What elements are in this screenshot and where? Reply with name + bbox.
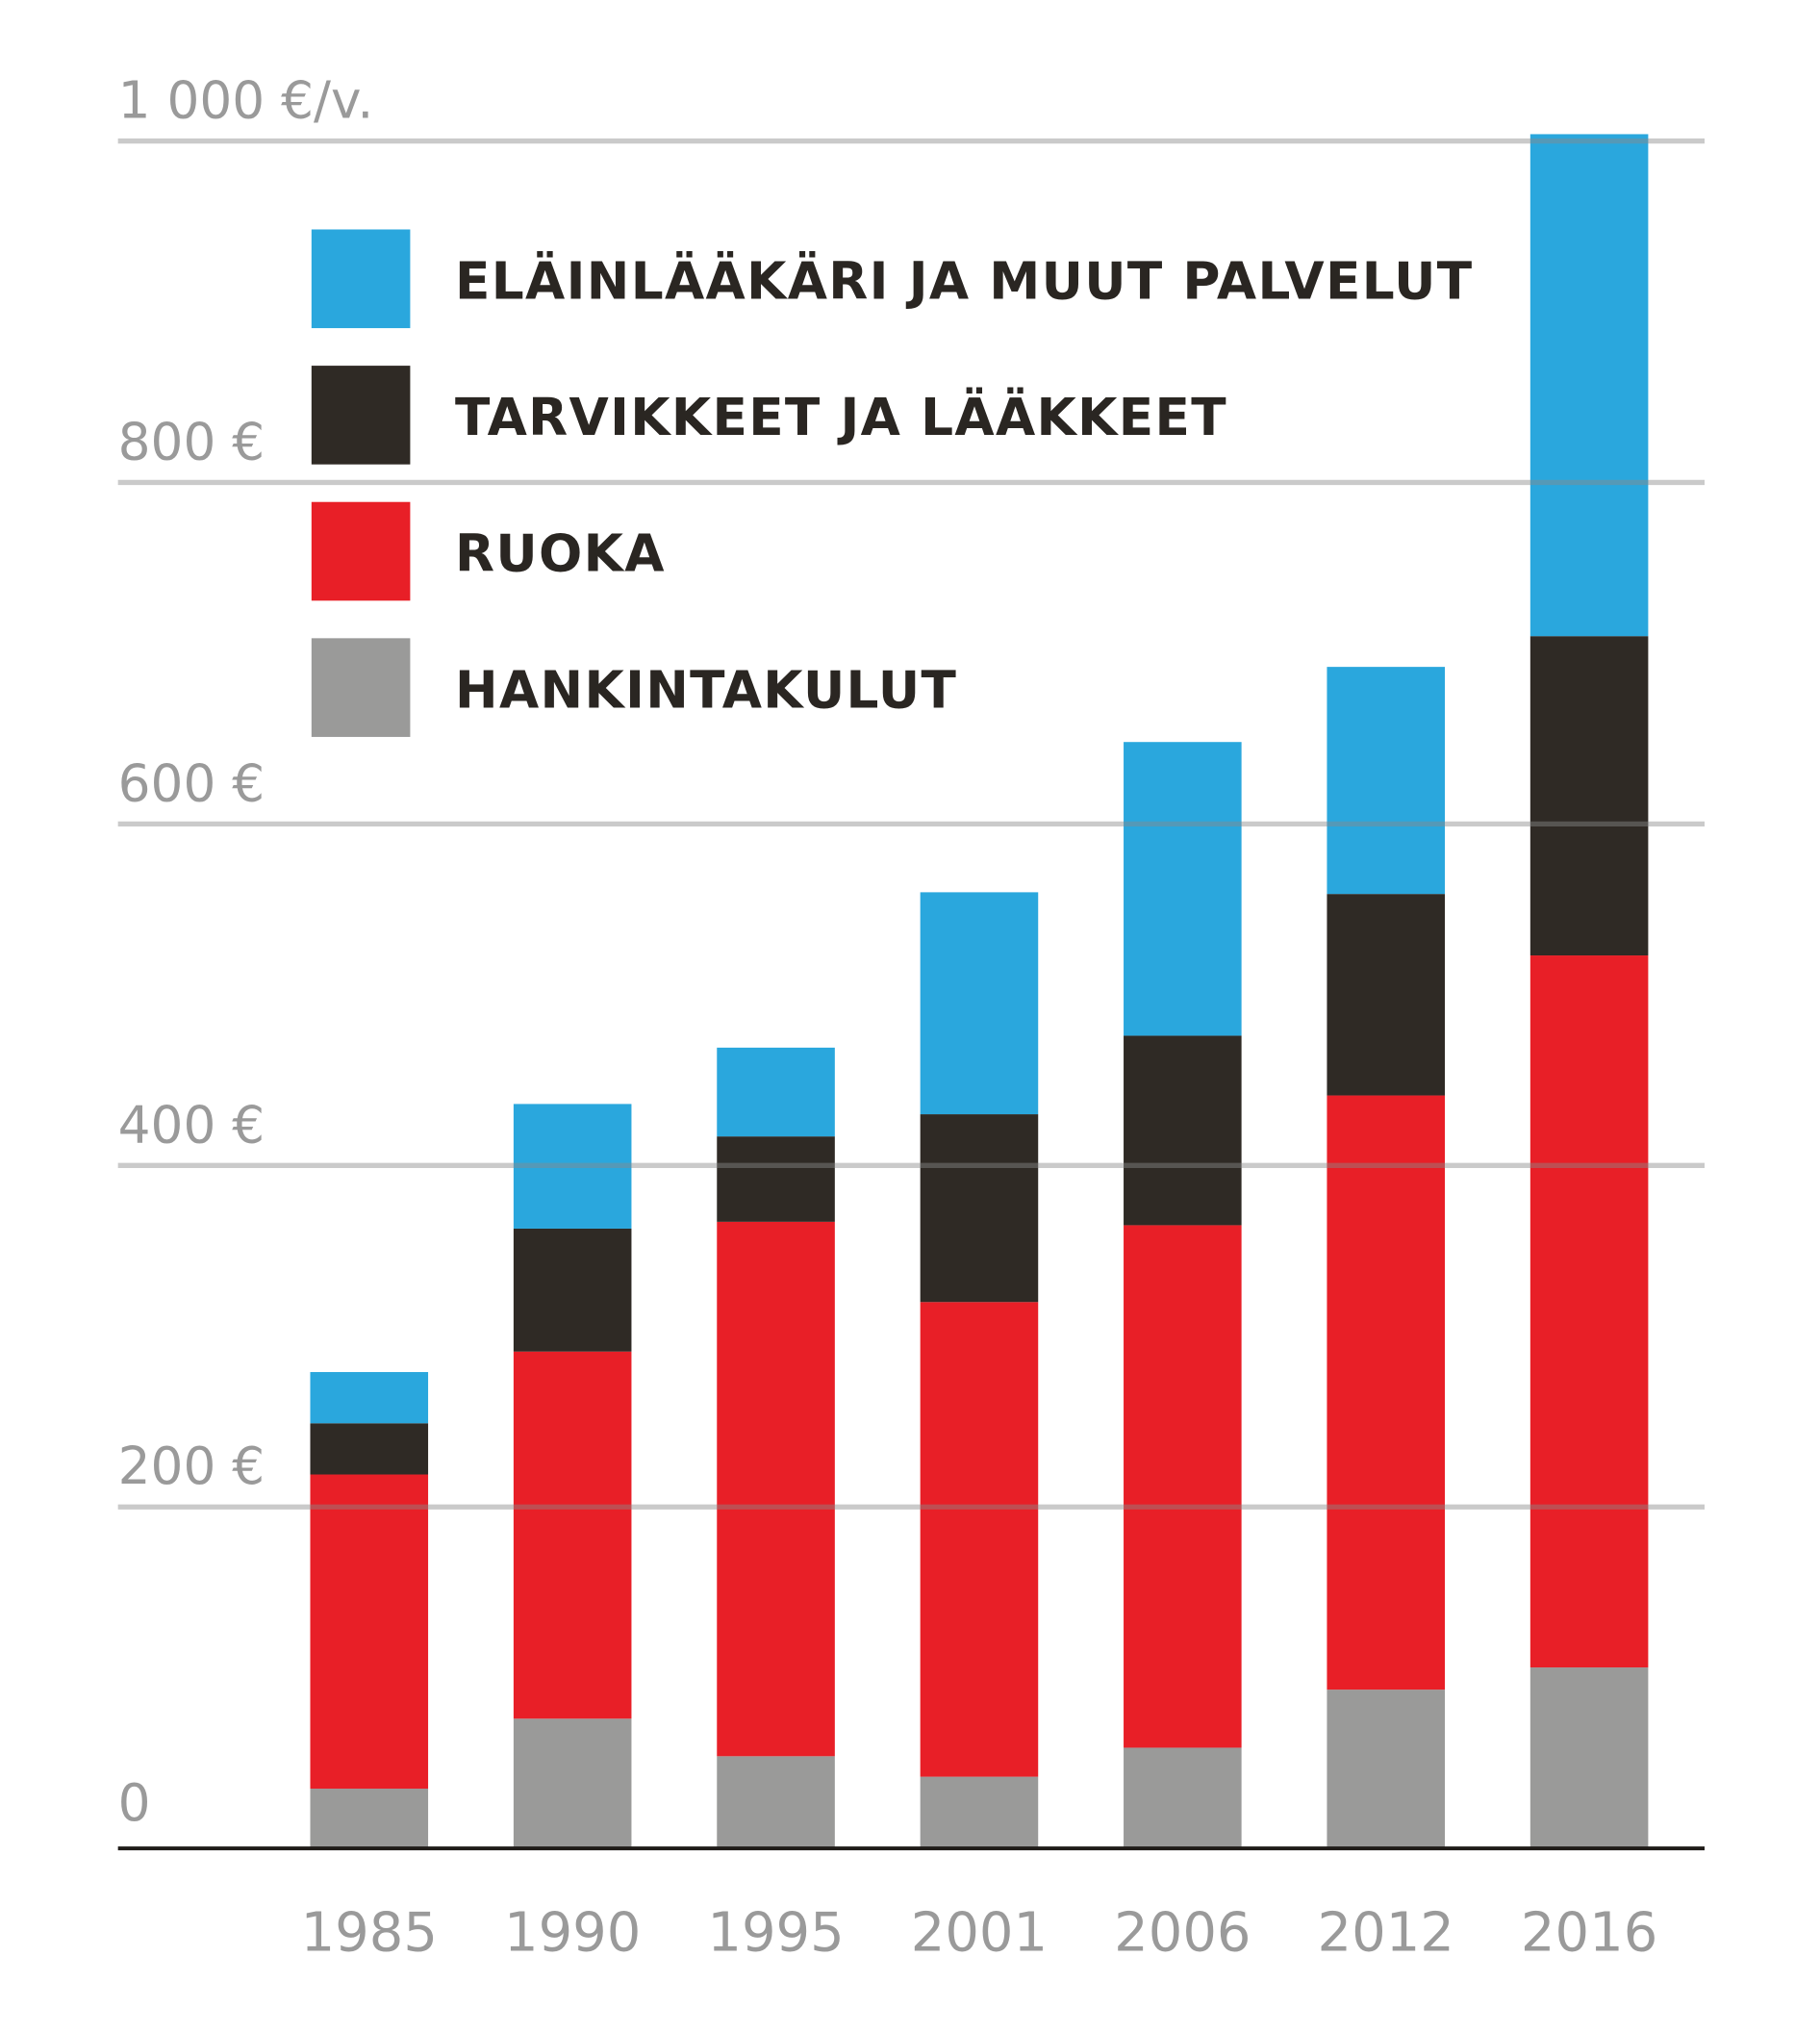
legend-swatch bbox=[311, 501, 411, 601]
bar-segment-1990-2 bbox=[513, 1228, 632, 1352]
gridlines-layer bbox=[117, 138, 1706, 1851]
legend-label: TARVIKKEET JA LÄÄKKEET bbox=[455, 387, 1227, 447]
legend-label: RUOKA bbox=[455, 524, 666, 584]
bar-segment-2012-1 bbox=[1327, 1095, 1446, 1690]
y-tick-label: 200 € bbox=[118, 1436, 265, 1496]
bar-segment-2016-1 bbox=[1529, 955, 1649, 1668]
legend-label: HANKINTAKULUT bbox=[455, 660, 957, 720]
x-tick-labels: 1985 1990 1995 2001 2006 2012 2016 bbox=[301, 1902, 1658, 1965]
bar-segment-2001-2 bbox=[920, 1114, 1039, 1303]
bar-segment-2012-3 bbox=[1327, 667, 1446, 895]
bar-segment-1995-0 bbox=[717, 1756, 835, 1849]
legend-swatch bbox=[311, 638, 411, 737]
bar-segment-2001-3 bbox=[920, 892, 1039, 1115]
y-tick-label: 1 000 €/v. bbox=[118, 71, 374, 131]
legend-swatch bbox=[311, 229, 411, 329]
y-tick-label: 600 € bbox=[118, 753, 265, 813]
x-tick-label: 1985 bbox=[301, 1902, 438, 1965]
bar-segment-1985-1 bbox=[310, 1474, 429, 1790]
x-tick-label: 2001 bbox=[911, 1902, 1048, 1965]
bar-segment-1985-0 bbox=[310, 1789, 429, 1849]
x-tick-label: 2006 bbox=[1114, 1902, 1251, 1965]
bar-segment-2016-0 bbox=[1529, 1667, 1649, 1849]
bar-segment-1995-2 bbox=[717, 1136, 835, 1222]
bar-segment-1995-1 bbox=[717, 1221, 835, 1757]
legend: ELÄINLÄÄKÄRI JA MUUT PALVELUT TARVIKKEET … bbox=[311, 229, 1473, 737]
y-tick-label: 0 bbox=[118, 1773, 151, 1833]
bar-segment-2006-1 bbox=[1124, 1225, 1242, 1748]
bars-layer bbox=[310, 134, 1649, 1849]
bar-segment-2016-2 bbox=[1529, 636, 1649, 956]
bar-segment-1995-3 bbox=[717, 1047, 835, 1137]
y-tick-label: 800 € bbox=[118, 412, 265, 471]
bar-segment-2012-2 bbox=[1327, 894, 1446, 1096]
bar-segment-1990-1 bbox=[513, 1351, 632, 1719]
bar-segment-2012-0 bbox=[1327, 1690, 1446, 1849]
bar-segment-2016-3 bbox=[1529, 134, 1649, 637]
y-tick-label: 400 € bbox=[118, 1095, 265, 1155]
y-tick-labels: 0 200 € 400 € 600 € 800 € 1 000 €/v. bbox=[118, 71, 374, 1833]
bar-segment-2006-0 bbox=[1124, 1747, 1242, 1849]
bar-segment-1985-3 bbox=[310, 1372, 429, 1424]
bar-segment-1985-2 bbox=[310, 1423, 429, 1475]
legend-swatch bbox=[311, 366, 411, 465]
x-tick-label: 1990 bbox=[504, 1902, 641, 1965]
bar-segment-1990-3 bbox=[513, 1104, 632, 1229]
bar-segment-2006-3 bbox=[1124, 742, 1242, 1036]
legend-label: ELÄINLÄÄKÄRI JA MUUT PALVELUT bbox=[455, 250, 1473, 311]
bar-segment-2001-0 bbox=[920, 1776, 1039, 1849]
bar-segment-2001-1 bbox=[920, 1302, 1039, 1777]
bar-segment-1990-0 bbox=[513, 1718, 632, 1849]
x-tick-label: 1995 bbox=[707, 1902, 844, 1965]
x-tick-label: 2016 bbox=[1521, 1902, 1657, 1965]
bar-segment-2006-2 bbox=[1124, 1035, 1242, 1226]
x-tick-label: 2012 bbox=[1318, 1902, 1454, 1965]
